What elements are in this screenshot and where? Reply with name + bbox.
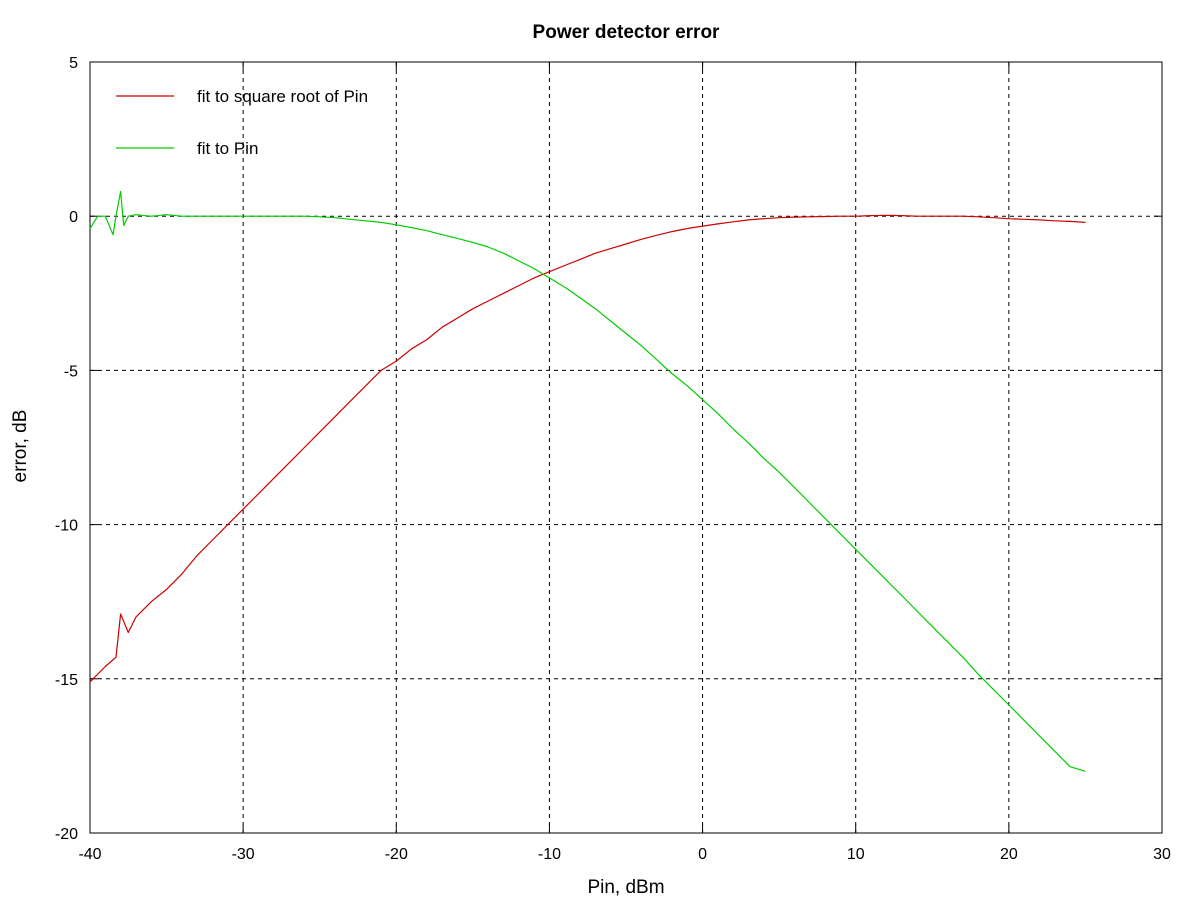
x-tick-label: 30	[1153, 846, 1171, 863]
x-tick-label: -40	[78, 846, 101, 863]
x-axis-title: Pin, dBm	[587, 877, 664, 898]
x-tick-label: 0	[698, 846, 707, 863]
y-tick-label: -15	[55, 672, 78, 689]
grid	[90, 62, 1162, 833]
x-tick-label: 20	[1000, 846, 1018, 863]
series-line-0	[89, 214, 1086, 683]
x-tick-label: -10	[538, 846, 561, 863]
x-tick-label: 10	[847, 846, 865, 863]
y-tick-label: 5	[69, 55, 78, 72]
y-tick-label: -10	[55, 518, 78, 535]
legend: fit to square root of Pin fit to Pin	[116, 87, 368, 158]
plot-area	[89, 61, 1163, 834]
series-line-1	[89, 190, 1086, 772]
x-tick-label: -20	[385, 846, 408, 863]
x-tick-label: -30	[232, 846, 255, 863]
y-tick-label: -20	[55, 826, 78, 843]
series-lines	[89, 190, 1086, 772]
y-tick-label: -5	[64, 363, 78, 380]
axis-ticks: -40 -30 -20 -10 0 10 20 30 -20 -15 -10 -5 0 5	[55, 55, 1171, 863]
y-axis-title: error, dB	[10, 410, 31, 483]
legend-label: fit to square root of Pin	[197, 87, 368, 106]
chart-title: Power detector error	[533, 22, 720, 43]
y-tick-label: 0	[69, 209, 78, 226]
legend-label: fit to Pin	[197, 139, 258, 158]
